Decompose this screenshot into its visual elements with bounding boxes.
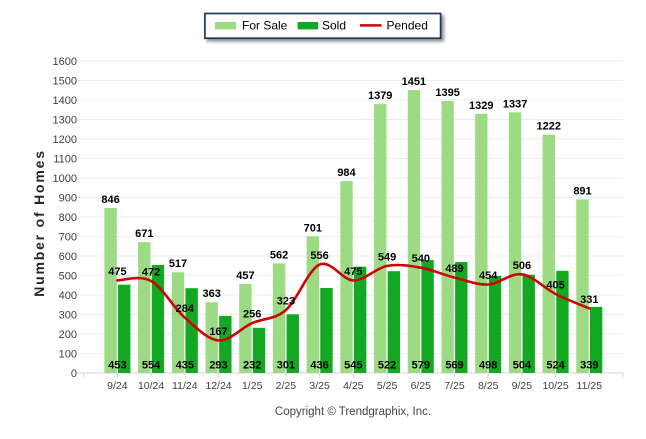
svg-text:167: 167 xyxy=(209,326,227,338)
svg-text:8/25: 8/25 xyxy=(478,380,499,392)
svg-text:339: 339 xyxy=(580,360,598,372)
svg-text:1300: 1300 xyxy=(53,114,77,126)
svg-text:11/25: 11/25 xyxy=(577,380,603,392)
svg-text:200: 200 xyxy=(59,329,77,341)
svg-text:Sold: Sold xyxy=(322,19,346,33)
svg-text:0: 0 xyxy=(71,368,77,380)
svg-text:891: 891 xyxy=(573,185,591,197)
svg-text:1000: 1000 xyxy=(53,173,77,185)
svg-text:3/25: 3/25 xyxy=(309,380,330,392)
svg-text:11/24: 11/24 xyxy=(172,380,198,392)
svg-text:900: 900 xyxy=(59,192,77,204)
svg-text:1337: 1337 xyxy=(503,98,527,110)
svg-text:10/25: 10/25 xyxy=(542,380,568,392)
svg-text:549: 549 xyxy=(378,251,396,263)
svg-text:284: 284 xyxy=(176,303,195,315)
svg-text:562: 562 xyxy=(270,249,288,261)
svg-text:405: 405 xyxy=(546,280,564,292)
svg-text:540: 540 xyxy=(412,253,430,265)
svg-text:100: 100 xyxy=(59,348,77,360)
svg-text:475: 475 xyxy=(344,266,362,278)
svg-text:556: 556 xyxy=(310,250,328,262)
svg-text:457: 457 xyxy=(236,270,254,282)
svg-text:9/24: 9/24 xyxy=(107,380,128,392)
svg-text:435: 435 xyxy=(176,360,194,372)
svg-text:500: 500 xyxy=(59,270,77,282)
svg-text:1222: 1222 xyxy=(537,121,561,133)
svg-text:4/25: 4/25 xyxy=(343,380,364,392)
svg-text:9/25: 9/25 xyxy=(512,380,533,392)
svg-text:1379: 1379 xyxy=(368,90,392,102)
svg-text:545: 545 xyxy=(344,360,362,372)
svg-text:10/24: 10/24 xyxy=(138,380,164,392)
svg-text:579: 579 xyxy=(412,360,430,372)
svg-text:800: 800 xyxy=(59,212,77,224)
svg-text:Pended: Pended xyxy=(387,19,428,33)
svg-text:671: 671 xyxy=(135,228,153,240)
svg-text:300: 300 xyxy=(59,309,77,321)
svg-text:For Sale: For Sale xyxy=(242,19,288,33)
svg-text:5/25: 5/25 xyxy=(377,380,398,392)
svg-text:1451: 1451 xyxy=(402,76,426,88)
svg-text:472: 472 xyxy=(142,267,160,279)
svg-text:301: 301 xyxy=(277,360,295,372)
svg-text:600: 600 xyxy=(59,251,77,263)
svg-text:846: 846 xyxy=(101,194,119,206)
svg-text:331: 331 xyxy=(580,294,598,306)
svg-text:517: 517 xyxy=(169,258,187,270)
svg-text:984: 984 xyxy=(337,167,356,179)
svg-text:1500: 1500 xyxy=(53,75,77,87)
svg-text:522: 522 xyxy=(378,360,396,372)
svg-text:256: 256 xyxy=(243,309,261,321)
svg-text:7/25: 7/25 xyxy=(444,380,465,392)
svg-text:453: 453 xyxy=(108,360,126,372)
svg-text:1600: 1600 xyxy=(53,56,77,68)
svg-text:506: 506 xyxy=(513,260,531,272)
svg-text:1395: 1395 xyxy=(435,87,459,99)
svg-text:Copyright © Trendgraphix, Inc.: Copyright © Trendgraphix, Inc. xyxy=(275,406,431,418)
svg-text:701: 701 xyxy=(304,222,322,234)
svg-text:232: 232 xyxy=(243,360,261,372)
svg-text:12/24: 12/24 xyxy=(205,380,231,392)
svg-text:1/25: 1/25 xyxy=(242,380,263,392)
svg-text:554: 554 xyxy=(142,360,161,372)
svg-text:524: 524 xyxy=(546,360,565,372)
svg-text:1329: 1329 xyxy=(469,100,493,112)
svg-text:1100: 1100 xyxy=(53,153,77,165)
svg-text:363: 363 xyxy=(203,288,221,300)
svg-text:436: 436 xyxy=(310,360,328,372)
svg-text:6/25: 6/25 xyxy=(411,380,432,392)
svg-text:489: 489 xyxy=(445,263,463,275)
svg-text:323: 323 xyxy=(277,296,295,308)
svg-text:504: 504 xyxy=(513,360,532,372)
svg-text:400: 400 xyxy=(59,290,77,302)
svg-text:475: 475 xyxy=(108,266,126,278)
svg-text:1400: 1400 xyxy=(53,95,77,107)
svg-text:293: 293 xyxy=(209,360,227,372)
svg-text:1200: 1200 xyxy=(53,134,77,146)
svg-text:700: 700 xyxy=(59,231,77,243)
svg-text:Number of Homes: Number of Homes xyxy=(31,149,47,297)
svg-text:498: 498 xyxy=(479,360,497,372)
svg-text:569: 569 xyxy=(445,360,463,372)
svg-text:454: 454 xyxy=(479,270,498,282)
svg-text:2/25: 2/25 xyxy=(276,380,297,392)
